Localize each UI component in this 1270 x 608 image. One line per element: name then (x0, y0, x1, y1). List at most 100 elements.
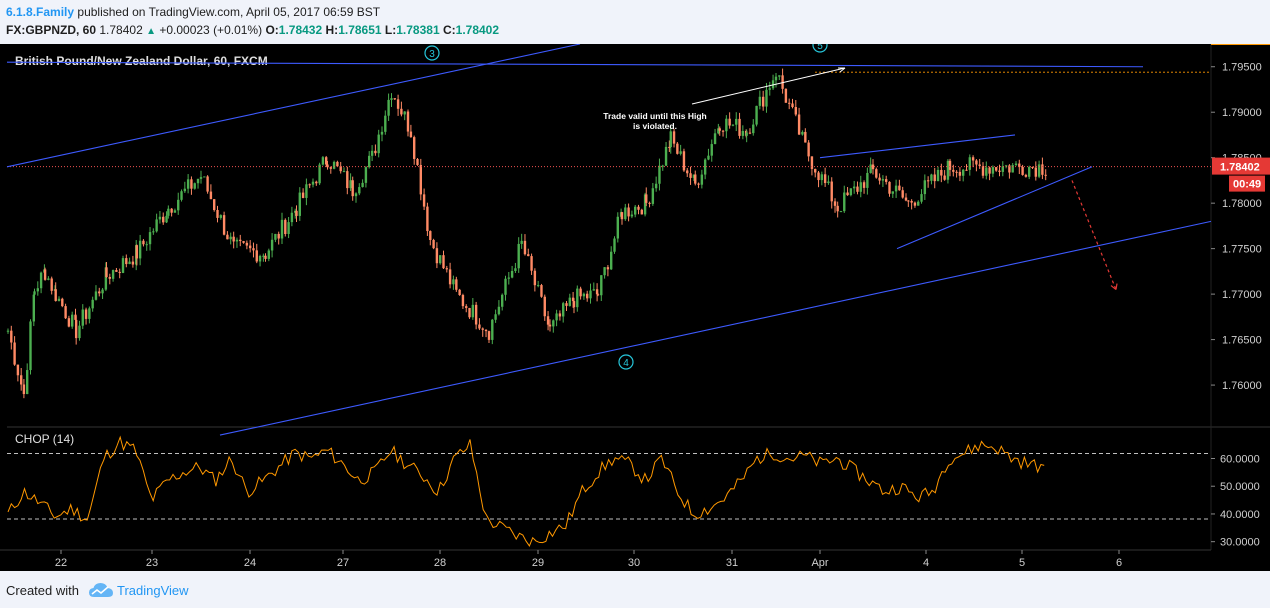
candle-body (461, 295, 465, 307)
candle-body (610, 251, 613, 270)
candle-body (558, 313, 562, 317)
candle-body (692, 174, 696, 178)
candle-body (393, 98, 396, 100)
time-axis[interactable]: 22 23 24 27 28 29 30 31 Apr 4 5 6 (0, 549, 1211, 569)
candle-body (582, 293, 586, 297)
current-price-label: 1.78402 (1220, 162, 1260, 174)
candle-body (84, 309, 88, 319)
candle-body (981, 165, 985, 176)
candle-body (781, 75, 784, 89)
candle-body (190, 179, 193, 189)
candle-body (682, 151, 686, 171)
candle-body (820, 174, 824, 181)
candle-body (284, 219, 287, 235)
candle-body (43, 269, 47, 280)
candle-body (235, 239, 239, 242)
candle-body (173, 210, 177, 213)
price-pane[interactable]: British Pound/New Zealand Dollar, 60, FX… (6, 44, 1270, 550)
candle-body (768, 88, 771, 90)
candle-body (252, 248, 255, 251)
candle-body (710, 144, 713, 156)
candle-body (384, 115, 387, 132)
candle-body (478, 324, 481, 329)
wave-4-circle[interactable] (618, 354, 634, 370)
candle-body (287, 222, 290, 235)
candle-body (672, 131, 676, 144)
candle-body (183, 188, 187, 192)
candle-body (158, 216, 162, 220)
candle-body (731, 124, 735, 126)
wave-3-label: 3 (429, 49, 435, 60)
chop-series-line[interactable] (7, 435, 1045, 547)
candle-body (57, 298, 61, 301)
chart-area[interactable]: British Pound/New Zealand Dollar, 60, FX… (0, 44, 1270, 571)
candle-body (193, 183, 196, 189)
candle-body (36, 288, 39, 292)
candle-body (471, 304, 475, 318)
chop-tick-label: 30.0000 (1220, 537, 1260, 549)
up-triangle-icon: ▲ (146, 26, 156, 37)
publish-info: 6.1.8.Family published on TradingView.co… (6, 5, 380, 19)
candle-body (435, 248, 439, 264)
time-tick-label: 4 (923, 557, 929, 569)
candle-body (162, 216, 165, 223)
candle-body (455, 279, 458, 290)
candle-body (579, 288, 582, 297)
candle-body (125, 258, 128, 265)
author-link[interactable]: 6.1.8.Family (6, 5, 75, 19)
candle-body (108, 277, 111, 279)
low-value: 1.78381 (396, 23, 440, 37)
candle-body (827, 181, 830, 184)
candle-body (748, 132, 752, 134)
candle-body (849, 188, 853, 196)
projection-arrow-head (1110, 283, 1118, 291)
candle-body (131, 261, 135, 265)
candle-body (422, 194, 426, 207)
tradingview-brand[interactable]: TradingView (117, 583, 189, 598)
wedge-upper-line[interactable] (819, 134, 1016, 159)
candle-body (658, 165, 661, 184)
candle-body (29, 321, 32, 371)
candle-body (885, 179, 888, 182)
candle-body (643, 194, 647, 215)
candle-body (859, 182, 862, 192)
wave-5-circle[interactable] (812, 44, 828, 53)
chop-pane[interactable]: CHOP (14) 60.0000 50.0000 40.0000 30.0000 (7, 432, 1260, 549)
projection-arrow-line[interactable] (1071, 180, 1117, 290)
candle-body (10, 330, 13, 343)
candle-body (429, 231, 432, 240)
current-price-tag[interactable] (1212, 157, 1270, 175)
candle-body (165, 215, 168, 223)
candle-body (206, 176, 209, 192)
note-arrow-line[interactable] (691, 67, 846, 105)
candle-body (546, 316, 550, 325)
candle-body (494, 314, 497, 320)
candle-body (507, 277, 510, 279)
top-horizontal-line[interactable] (6, 61, 1144, 68)
candle-body (351, 180, 354, 197)
candle-body (661, 165, 664, 167)
tradingview-cloud-icon[interactable] (88, 581, 114, 599)
candle-body (61, 298, 64, 307)
candle-body (904, 197, 908, 201)
wave-3-circle[interactable] (424, 45, 440, 61)
wedge-lower-line[interactable] (896, 166, 1093, 250)
candle-body (752, 124, 755, 134)
candle-body (374, 150, 377, 154)
candle-body (520, 240, 523, 244)
candle-body (180, 191, 183, 200)
candle-body (869, 164, 872, 173)
candle-body (807, 142, 810, 157)
candle-body (765, 89, 768, 107)
lower-channel-line[interactable] (219, 220, 1212, 436)
low-label: L: (384, 23, 397, 37)
candle-body (78, 325, 81, 339)
candle-body (115, 270, 118, 272)
candle-body (22, 384, 26, 395)
candle-body (47, 278, 50, 280)
candle-body (497, 306, 501, 315)
candle-body (523, 240, 527, 255)
candle-body (517, 243, 520, 269)
candle-body (336, 161, 339, 167)
time-tick-label: 27 (337, 557, 349, 569)
